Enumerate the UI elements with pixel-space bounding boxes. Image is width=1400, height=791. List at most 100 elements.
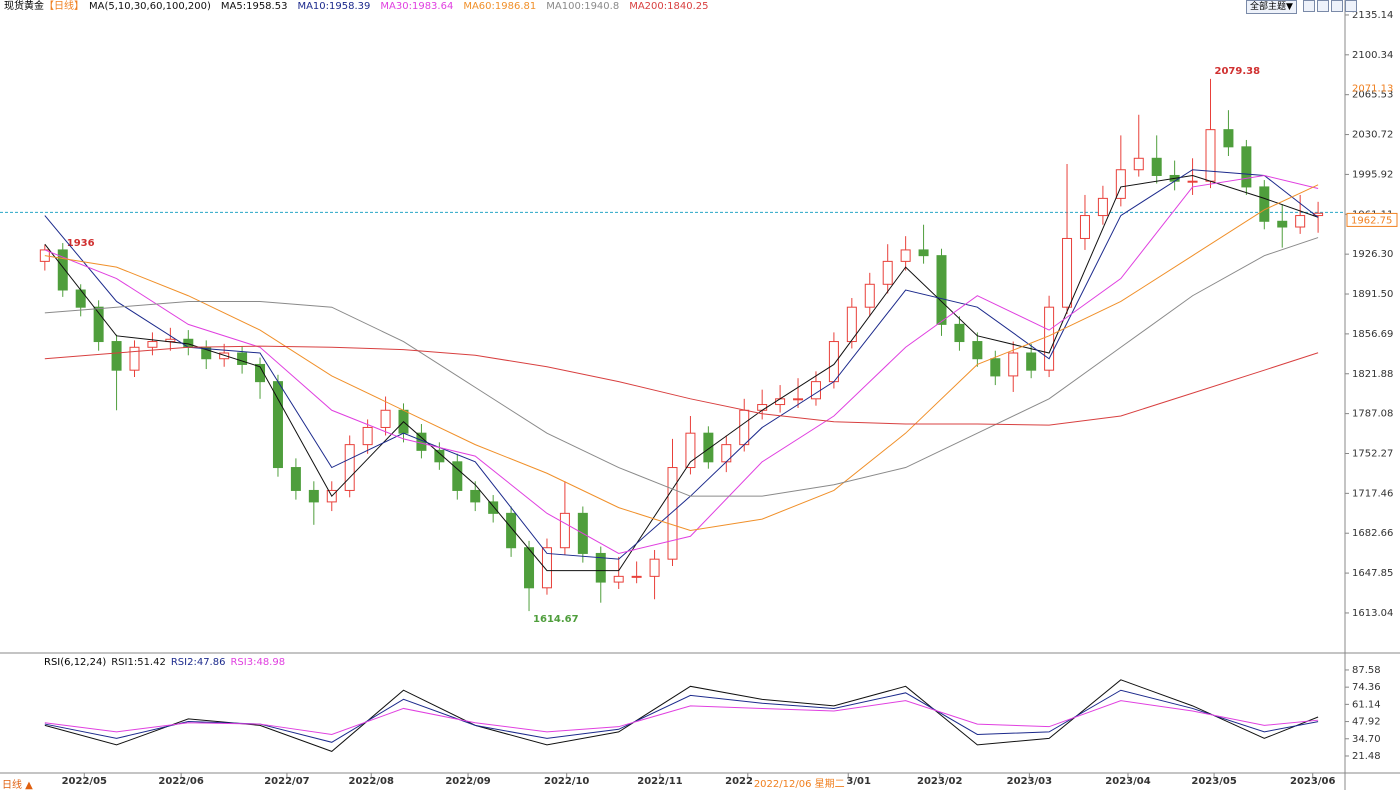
legend-name: RSI2 bbox=[170, 657, 194, 668]
legend-entry: MA200:1840.25 bbox=[629, 1, 708, 12]
period-switch[interactable]: 日线 ▲ bbox=[2, 780, 33, 791]
legend-entry: MA100:1940.8 bbox=[546, 1, 619, 12]
candle-body bbox=[810, 381, 821, 400]
x-tick-label: 2022/07 bbox=[264, 776, 309, 787]
candle-body bbox=[57, 249, 68, 291]
y-tick-label: 1682.66 bbox=[1352, 528, 1393, 539]
candle-body bbox=[739, 409, 750, 446]
header: 现货黄金【日线】 MA(5,10,30,60,100,200) MA5:1958.5… bbox=[4, 0, 719, 14]
legend-name: MA10 bbox=[297, 1, 326, 12]
x-tick-label: 2023/06 bbox=[1290, 776, 1335, 787]
icon[interactable] bbox=[1331, 0, 1343, 12]
rsi-label: RSI(6,12,24) bbox=[44, 657, 107, 668]
candle-body bbox=[1151, 157, 1162, 176]
x-tick-label: 2023/03 bbox=[1007, 776, 1052, 787]
icon[interactable] bbox=[1303, 0, 1315, 12]
candle-body bbox=[290, 467, 301, 491]
indicator-line bbox=[44, 689, 1319, 743]
legend-value: 1986.81 bbox=[494, 1, 537, 12]
legend-name: RSI1 bbox=[111, 657, 134, 668]
legend-entry: RSI2:47.86 bbox=[171, 657, 226, 668]
toolbar-icons bbox=[1303, 0, 1357, 12]
candle-body bbox=[1079, 215, 1090, 239]
candle-body bbox=[1241, 146, 1252, 188]
icon[interactable] bbox=[1345, 0, 1357, 12]
legend-sep: : bbox=[253, 657, 257, 668]
candle-body bbox=[1062, 237, 1073, 308]
legend-name: MA60 bbox=[463, 1, 492, 12]
candle-body bbox=[990, 358, 1001, 377]
x-tick-label: 2022/06 bbox=[158, 776, 203, 787]
x-tick-label: 2023/05 bbox=[1191, 776, 1236, 787]
legend-value: 1983.64 bbox=[411, 1, 454, 12]
legend-entry: RSI1:51.42 bbox=[111, 657, 166, 668]
candle-body bbox=[631, 575, 642, 578]
theme-button[interactable]: 全部主题▼ bbox=[1246, 0, 1297, 14]
legend-value: 47.86 bbox=[196, 657, 226, 668]
legend-name: RSI3 bbox=[230, 657, 254, 668]
y-tick-label: 1647.85 bbox=[1352, 568, 1393, 579]
candle-body bbox=[1115, 169, 1126, 199]
candle-body bbox=[1223, 129, 1234, 148]
candle-body bbox=[649, 558, 660, 577]
last-price-label: 1962.75 bbox=[1351, 215, 1392, 226]
marker-price-label: 2071.13 bbox=[1352, 83, 1393, 94]
candle-body bbox=[380, 409, 391, 428]
y-tick-label: 1787.08 bbox=[1352, 409, 1393, 420]
x-tick-label: 2022/08 bbox=[349, 776, 394, 787]
legend-sep: : bbox=[242, 1, 247, 12]
ma-label: MA(5,10,30,60,100,200) bbox=[89, 1, 211, 12]
icon[interactable] bbox=[1317, 0, 1329, 12]
candle-body bbox=[775, 398, 786, 406]
candle-body bbox=[219, 352, 230, 360]
y-tick-label: 47.92 bbox=[1352, 717, 1381, 728]
candle-body bbox=[703, 432, 714, 463]
y-tick-label: 2030.72 bbox=[1352, 130, 1393, 141]
indicator-line bbox=[44, 174, 1319, 572]
candle-body bbox=[846, 306, 857, 343]
x-tick-label: 2022/11 bbox=[637, 776, 682, 787]
candle-body bbox=[1187, 180, 1198, 183]
candle-body bbox=[954, 323, 965, 343]
y-tick-label: 1926.30 bbox=[1352, 249, 1393, 260]
candle-body bbox=[362, 426, 373, 446]
x-tick-label: 2022/12 bbox=[725, 776, 770, 787]
y-tick-label: 1821.88 bbox=[1352, 369, 1393, 380]
rsi-legend: RSI(6,12,24) RSI1:51.42 RSI2:47.86 RSI3:48.… bbox=[44, 656, 290, 670]
ma-legend: MA(5,10,30,60,100,200) MA5:1958.53 MA10:19… bbox=[89, 1, 714, 12]
candle-body bbox=[237, 352, 248, 365]
legend-entry: MA10:1958.39 bbox=[297, 1, 370, 12]
extreme-label: 1614.67 bbox=[533, 614, 579, 625]
candle-body bbox=[613, 575, 624, 583]
candle-body bbox=[667, 467, 678, 560]
candle-body bbox=[793, 398, 804, 401]
legend-value: 51.42 bbox=[137, 657, 166, 668]
candle-body bbox=[1026, 352, 1037, 371]
candle-body bbox=[75, 289, 86, 308]
legend-name: MA30 bbox=[380, 1, 409, 12]
legend-sep: : bbox=[193, 657, 197, 668]
symbol: 现货黄金 bbox=[4, 1, 44, 12]
y-tick-label: 74.36 bbox=[1352, 682, 1381, 693]
y-tick-label: 1717.46 bbox=[1352, 488, 1393, 499]
candle-body bbox=[828, 341, 839, 383]
candle-body bbox=[1259, 186, 1270, 222]
candle-body bbox=[344, 444, 355, 491]
candle-body bbox=[488, 501, 499, 514]
candle-body bbox=[685, 432, 696, 469]
indicator-line bbox=[44, 237, 1319, 497]
candle-body bbox=[1295, 215, 1306, 228]
legend-entry: RSI3:48.98 bbox=[230, 657, 285, 668]
legend-value: 48.98 bbox=[256, 657, 286, 668]
x-tick-label: 2022/09 bbox=[445, 776, 490, 787]
candle-body bbox=[506, 512, 517, 549]
candle-body bbox=[524, 547, 535, 589]
period: 【日线】 bbox=[44, 1, 84, 12]
candle-body bbox=[1277, 220, 1288, 228]
candle-body bbox=[470, 489, 481, 503]
legend-value: 1940.8 bbox=[584, 1, 620, 12]
legend-value: 1840.25 bbox=[667, 1, 709, 12]
candle-body bbox=[918, 249, 929, 257]
legend-entry: MA30:1983.64 bbox=[380, 1, 453, 12]
